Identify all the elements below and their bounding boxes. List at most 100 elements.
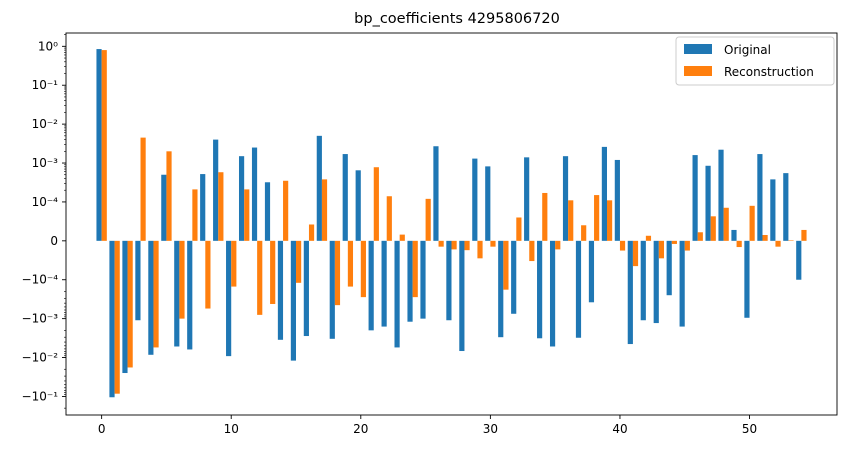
bar-original bbox=[537, 240, 543, 339]
bar-reconstruction bbox=[373, 167, 379, 241]
legend-label-reconstruction: Reconstruction bbox=[724, 65, 814, 79]
bars-layer bbox=[96, 49, 807, 398]
bar-reconstruction bbox=[568, 200, 574, 241]
bar-reconstruction bbox=[386, 196, 392, 241]
bar-reconstruction bbox=[710, 216, 716, 241]
bar-original bbox=[692, 155, 698, 241]
bar-reconstruction bbox=[179, 240, 185, 319]
bar-reconstruction bbox=[231, 240, 237, 287]
bar-reconstruction bbox=[788, 240, 794, 241]
bar-original bbox=[174, 240, 180, 347]
legend-swatch-original bbox=[684, 44, 712, 54]
bar-original bbox=[549, 240, 556, 347]
bar-original bbox=[744, 240, 750, 318]
bar-original bbox=[187, 240, 193, 350]
bar-reconstruction bbox=[762, 234, 768, 241]
bar-original bbox=[627, 240, 633, 345]
x-tick-label: 40 bbox=[612, 422, 627, 436]
bar-reconstruction bbox=[671, 240, 677, 244]
bar-original bbox=[472, 158, 478, 241]
bar-reconstruction bbox=[451, 240, 457, 250]
bar-reconstruction bbox=[697, 232, 703, 241]
bar-reconstruction bbox=[425, 198, 431, 241]
axes-layer: 0 10 20 30 40 50 10⁰ 10⁻¹ 10⁻² 10⁻³ 10⁻⁴ 0 −10⁻⁴ −10⁻… bbox=[22, 32, 838, 436]
bar-original bbox=[407, 240, 413, 322]
y-tick-label: −10⁻⁴ bbox=[22, 273, 59, 287]
bar-reconstruction bbox=[347, 240, 354, 287]
y-tick-label: 0 bbox=[50, 234, 58, 248]
bar-reconstruction bbox=[555, 240, 561, 250]
bar-reconstruction bbox=[619, 240, 626, 251]
bar-reconstruction bbox=[477, 240, 483, 259]
bar-reconstruction bbox=[594, 195, 600, 241]
x-tick-label: 50 bbox=[742, 422, 757, 436]
bar-reconstruction bbox=[736, 240, 742, 248]
bar-reconstruction bbox=[775, 240, 781, 247]
bar-reconstruction bbox=[334, 240, 341, 306]
bar-reconstruction bbox=[542, 192, 548, 241]
bar-original bbox=[342, 154, 348, 241]
bar-original bbox=[122, 240, 128, 374]
bar-original bbox=[329, 240, 335, 339]
bar-reconstruction bbox=[270, 240, 276, 304]
bar-original bbox=[368, 240, 374, 331]
bar-reconstruction bbox=[516, 217, 522, 241]
y-tick-label: 10⁻¹ bbox=[32, 78, 59, 92]
bar-original bbox=[459, 240, 465, 352]
legend-label-original: Original bbox=[724, 43, 771, 57]
x-tick-label: 0 bbox=[98, 422, 106, 436]
bar-reconstruction bbox=[101, 50, 107, 241]
bar-reconstruction bbox=[632, 240, 639, 267]
bar-original bbox=[614, 159, 620, 241]
bar-reconstruction bbox=[464, 240, 470, 251]
bar-reconstruction bbox=[645, 235, 652, 241]
bar-reconstruction bbox=[218, 172, 224, 241]
bar-original bbox=[316, 135, 322, 241]
bar-reconstruction bbox=[801, 229, 807, 241]
bar-reconstruction bbox=[308, 224, 315, 241]
bar-original bbox=[783, 173, 789, 241]
y-tick-label: 10⁰ bbox=[38, 39, 58, 53]
bar-original bbox=[238, 156, 245, 241]
x-tick-label: 30 bbox=[483, 422, 498, 436]
bar-original bbox=[511, 240, 517, 314]
bar-original bbox=[705, 165, 711, 241]
bar-original bbox=[653, 240, 659, 324]
bar-original bbox=[446, 240, 452, 321]
bar-reconstruction bbox=[153, 240, 159, 348]
bar-reconstruction bbox=[257, 240, 263, 315]
bar-reconstruction bbox=[140, 137, 146, 241]
bar-reconstruction bbox=[723, 207, 729, 241]
bar-original bbox=[757, 154, 763, 241]
bar-original bbox=[770, 179, 776, 241]
bar-original bbox=[355, 170, 361, 241]
bar-reconstruction bbox=[581, 225, 587, 241]
bar-original bbox=[562, 156, 569, 241]
bar-reconstruction bbox=[658, 240, 665, 259]
bar-original bbox=[148, 240, 154, 355]
y-tick-label: 10⁻² bbox=[32, 117, 59, 131]
bar-original bbox=[251, 147, 258, 241]
bar-original bbox=[109, 240, 115, 398]
y-tick-label: −10⁻² bbox=[22, 351, 59, 365]
legend: Original Reconstruction bbox=[675, 36, 835, 86]
bar-reconstruction bbox=[192, 189, 198, 241]
bar-reconstruction bbox=[412, 240, 418, 298]
y-tick-label: 10⁻⁴ bbox=[32, 195, 59, 209]
plot-frame bbox=[65, 32, 838, 416]
bar-reconstruction bbox=[438, 240, 444, 247]
bar-reconstruction bbox=[321, 179, 328, 241]
x-tick-label: 20 bbox=[353, 422, 368, 436]
bar-reconstruction bbox=[503, 240, 509, 290]
bar-original bbox=[264, 182, 271, 241]
y-tick-label: 10⁻³ bbox=[32, 156, 59, 170]
bar-reconstruction bbox=[360, 240, 366, 298]
y-tick-label: −10⁻³ bbox=[22, 312, 59, 326]
bar-original bbox=[731, 229, 737, 241]
bar-original bbox=[588, 240, 595, 303]
legend-frame bbox=[675, 36, 835, 86]
bar-original bbox=[135, 240, 141, 321]
bar-original bbox=[679, 240, 685, 327]
bar-original bbox=[498, 240, 504, 338]
